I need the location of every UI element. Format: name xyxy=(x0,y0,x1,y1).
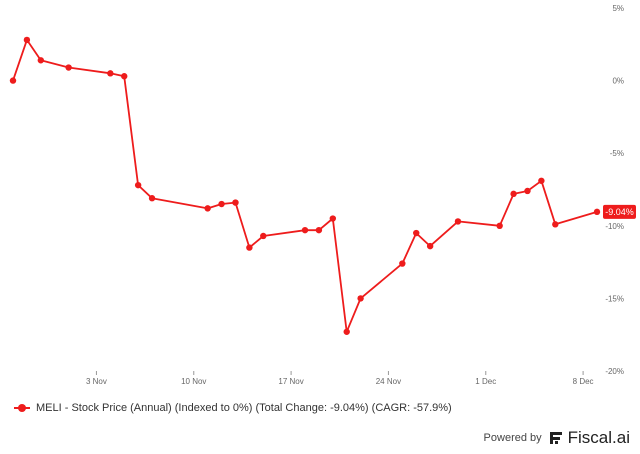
legend-label: MELI - Stock Price (Annual) (Indexed to … xyxy=(36,402,452,414)
x-tick-label: 1 Dec xyxy=(475,377,496,386)
data-point[interactable] xyxy=(329,215,337,222)
series-layer xyxy=(9,36,601,335)
y-tick-label: -15% xyxy=(605,294,624,303)
data-point[interactable] xyxy=(357,295,364,302)
x-axis: 3 Nov 10 Nov 17 Nov 24 Nov 1 Dec 8 Dec xyxy=(86,371,594,386)
data-point[interactable] xyxy=(301,226,309,234)
end-value-label: -9.04% xyxy=(603,204,636,219)
data-point[interactable] xyxy=(65,64,72,71)
data-point[interactable] xyxy=(496,222,503,229)
data-point[interactable] xyxy=(204,205,211,212)
x-tick-label: 8 Dec xyxy=(573,377,594,386)
y-tick-label: 0% xyxy=(612,77,624,86)
data-point[interactable] xyxy=(232,199,239,206)
data-point[interactable] xyxy=(454,218,462,225)
y-tick-label: -5% xyxy=(610,149,624,158)
y-tick-label: -20% xyxy=(605,367,624,376)
data-point[interactable] xyxy=(413,229,420,237)
chart-legend[interactable]: MELI - Stock Price (Annual) (Indexed to … xyxy=(14,402,452,414)
data-point[interactable] xyxy=(552,221,559,228)
end-label-box xyxy=(603,204,636,219)
data-point[interactable] xyxy=(134,181,142,189)
fiscal-ai-logo-icon xyxy=(549,432,562,444)
data-point[interactable] xyxy=(399,260,406,267)
brand-link[interactable]: Fiscal.ai xyxy=(548,428,630,448)
legend-marker-icon xyxy=(14,403,30,413)
series-line xyxy=(12,39,598,333)
data-point[interactable] xyxy=(121,73,128,80)
data-point[interactable] xyxy=(524,187,531,195)
data-point[interactable] xyxy=(343,328,350,335)
powered-by-footer[interactable]: Powered by Fiscal.ai xyxy=(484,428,630,448)
x-tick-label: 3 Nov xyxy=(86,377,107,386)
y-axis: 5% 0% -5% -10% -15% -20% xyxy=(605,4,624,376)
data-point[interactable] xyxy=(9,77,17,84)
data-point[interactable] xyxy=(37,57,45,64)
end-label-text: -9.04% xyxy=(605,207,634,217)
data-point[interactable] xyxy=(107,70,114,77)
data-point[interactable] xyxy=(246,244,253,251)
data-point[interactable] xyxy=(426,242,434,250)
x-tick-label: 10 Nov xyxy=(181,377,206,386)
data-point[interactable] xyxy=(315,226,323,234)
y-tick-label: 5% xyxy=(612,4,624,13)
data-point[interactable] xyxy=(218,200,225,208)
data-point[interactable] xyxy=(510,190,517,198)
data-point[interactable] xyxy=(538,177,545,184)
powered-by-text: Powered by xyxy=(483,432,542,444)
line-chart: 5% 0% -5% -10% -15% -20% 3 Nov 10 Nov 17 Nov 24 … xyxy=(9,4,636,386)
brand-name: Fiscal.ai xyxy=(567,428,630,447)
x-tick-label: 17 Nov xyxy=(278,377,303,386)
x-tick-label: 24 Nov xyxy=(376,377,401,386)
data-point[interactable] xyxy=(148,195,156,202)
data-point[interactable] xyxy=(593,208,601,216)
data-point[interactable] xyxy=(23,36,31,44)
y-tick-label: -10% xyxy=(605,222,624,231)
data-point[interactable] xyxy=(260,232,267,240)
